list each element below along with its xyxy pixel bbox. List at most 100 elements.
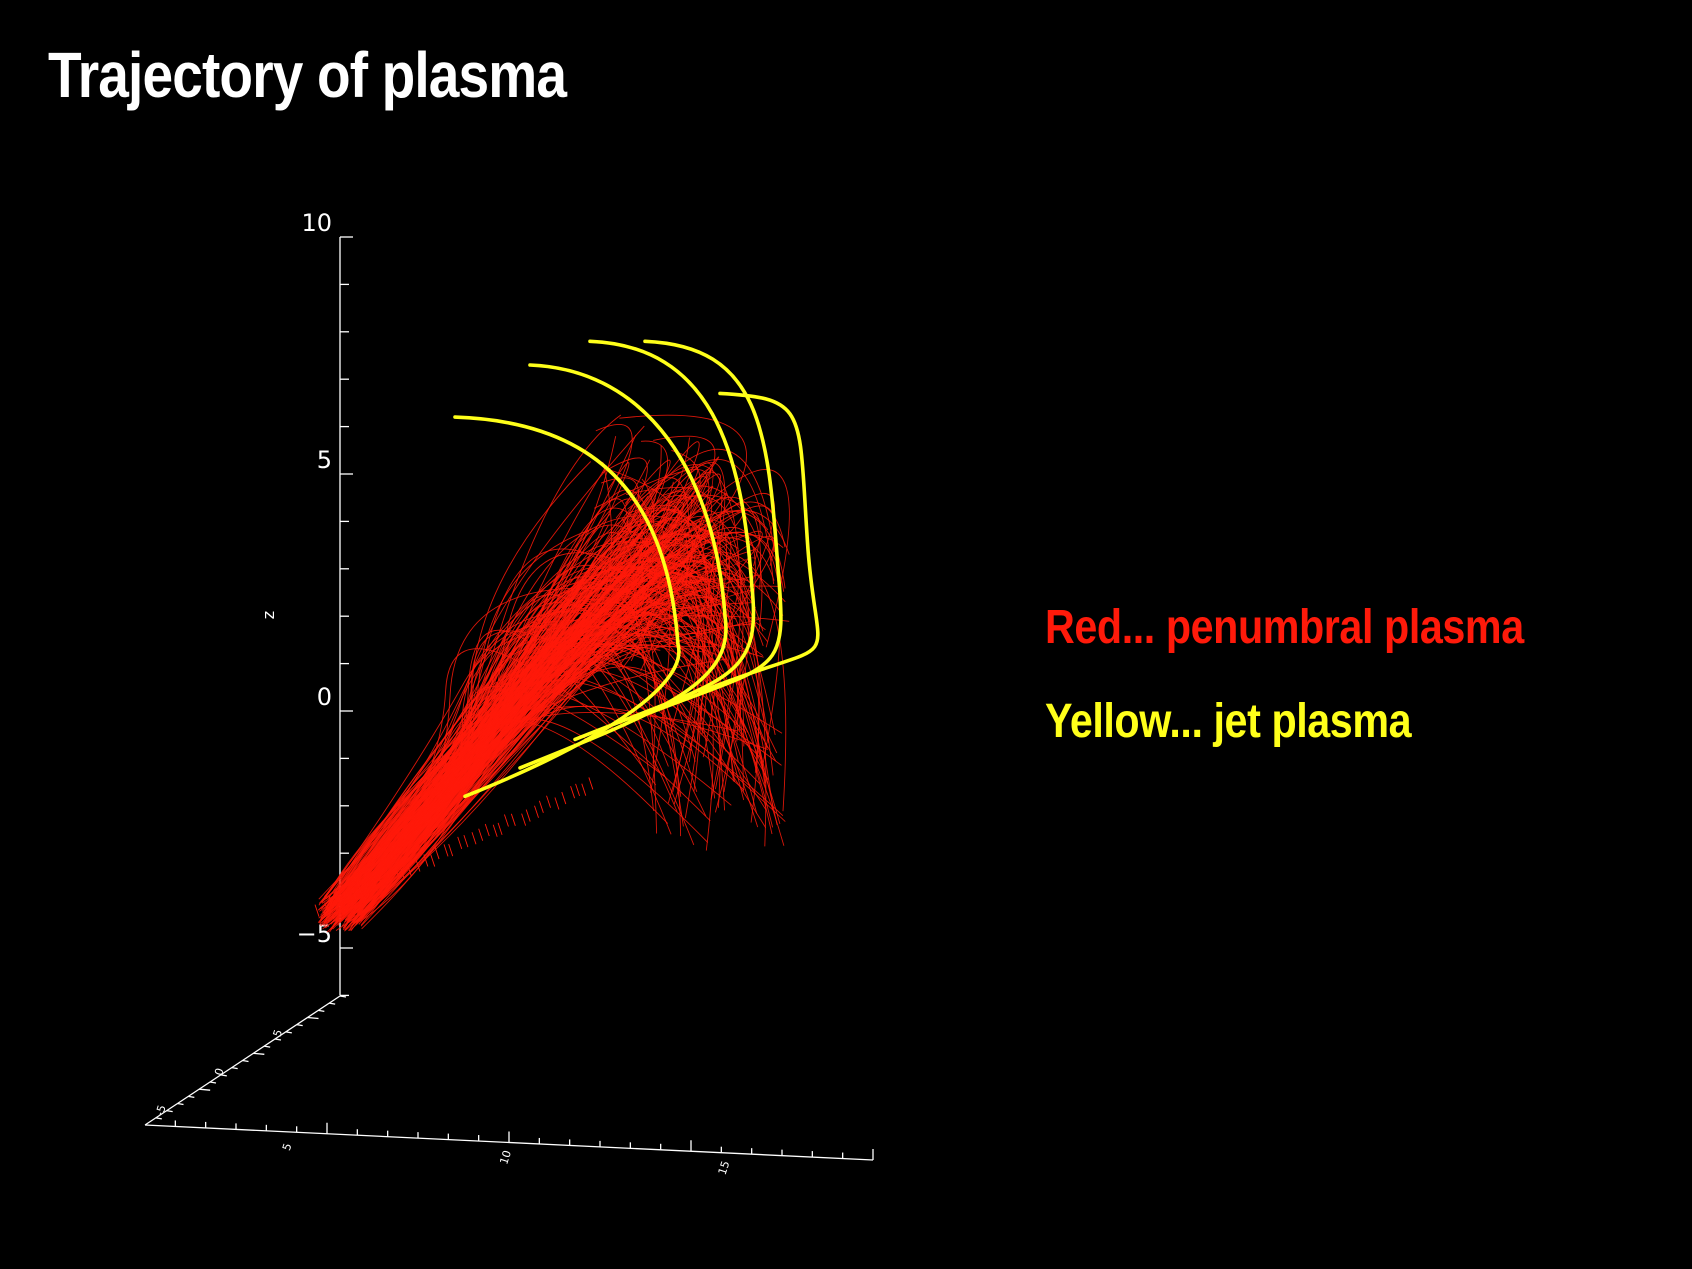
- floor-b-tick: [285, 1031, 292, 1034]
- penumbral-trajectory: [356, 461, 726, 924]
- z-tick-label: 10: [301, 209, 332, 237]
- penumbral-hatch: [575, 783, 581, 797]
- penumbral-hatch: [497, 822, 503, 836]
- floor-b-tick: [318, 1009, 325, 1012]
- penumbral-hatch: [430, 854, 436, 867]
- penumbral-trajectories: [314, 414, 790, 933]
- penumbral-trajectory: [326, 626, 742, 908]
- penumbral-hatch: [581, 783, 587, 796]
- penumbral-hatch: [423, 854, 429, 867]
- penumbral-hatch: [463, 834, 469, 848]
- penumbral-hatch: [345, 890, 351, 903]
- penumbral-hatch: [443, 844, 449, 857]
- penumbral-hatch: [357, 881, 363, 895]
- penumbral-hatch: [554, 797, 560, 810]
- penumbral-trajectory: [321, 565, 774, 912]
- penumbral-trajectory: [336, 520, 701, 902]
- z-axis-title: z: [259, 611, 278, 619]
- jet-trajectory: [573, 339, 756, 742]
- penumbral-hatch: [373, 878, 378, 892]
- floor-b-tick: [274, 1038, 282, 1041]
- penumbral-hatch: [525, 809, 531, 822]
- penumbral-hatch: [534, 805, 539, 818]
- jet-trajectory: [698, 391, 820, 694]
- floor-b-tick: [209, 1081, 217, 1084]
- penumbral-hatch: [570, 786, 576, 799]
- penumbral-hatch: [406, 864, 412, 877]
- penumbral-hatch: [364, 883, 370, 896]
- penumbral-hatch: [457, 836, 463, 850]
- penumbral-hatch: [324, 902, 330, 915]
- penumbral-hatch: [538, 800, 544, 813]
- penumbral-hatch: [434, 846, 440, 860]
- penumbral-hatch: [377, 874, 383, 888]
- penumbral-hatch: [546, 795, 551, 808]
- floor-b-tick: [264, 1045, 271, 1048]
- penumbral-hatch: [399, 867, 405, 880]
- slide-title: Trajectory of plasma: [48, 39, 567, 111]
- penumbral-trajectory: [340, 499, 670, 907]
- penumbral-trajectory: [322, 611, 673, 930]
- penumbral-hatch: [351, 887, 357, 901]
- z-tick-label: 0: [317, 683, 332, 711]
- penumbral-hatch: [448, 843, 454, 857]
- penumbral-trajectory: [347, 604, 774, 917]
- penumbral-hatch: [385, 868, 391, 882]
- floor-a-tick-label: 15: [716, 1159, 733, 1176]
- floor-b-tick: [155, 1117, 162, 1120]
- penumbral-hatch: [337, 894, 343, 908]
- penumbral-trajectory: [318, 536, 674, 923]
- penumbral-trajectory: [323, 424, 633, 907]
- penumbral-hatch: [478, 828, 484, 841]
- penumbral-trajectory: [330, 540, 651, 903]
- penumbral-trajectory: [339, 528, 648, 909]
- penumbral-trajectory: [349, 510, 761, 930]
- penumbral-trajectory: [331, 509, 679, 914]
- penumbral-hatch: [328, 896, 334, 909]
- penumbral-trajectory: [329, 576, 696, 910]
- penumbral-hatch: [314, 904, 320, 917]
- penumbral-hatch: [504, 814, 509, 827]
- floor-b-tick: [242, 1059, 249, 1063]
- floor-b-tick: [188, 1095, 195, 1098]
- penumbral-trajectory: [329, 449, 701, 913]
- floor-b-tick: [307, 1016, 319, 1020]
- penumbral-hatch: [510, 813, 516, 826]
- penumbral-trajectory: [356, 579, 734, 922]
- floor-a-tick-label: 10: [497, 1149, 514, 1166]
- floor-b-tick: [166, 1110, 173, 1113]
- floor-b-tick: [339, 995, 347, 998]
- floor-b-tick: [231, 1067, 238, 1070]
- penumbral-trajectory: [319, 541, 711, 924]
- penumbral-hatch: [415, 859, 421, 872]
- floor-b-tick-label: 0: [212, 1067, 227, 1078]
- penumbral-trajectory: [354, 579, 706, 924]
- floor-b-tick: [177, 1102, 184, 1106]
- penumbral-hatch: [588, 777, 594, 790]
- penumbral-trajectory: [360, 687, 732, 906]
- jet-trajectories: [453, 339, 820, 799]
- penumbral-trajectory: [325, 435, 716, 920]
- floor-b-tick: [199, 1088, 211, 1091]
- penumbral-hatch: [394, 867, 400, 880]
- penumbral-trajectory: [344, 534, 784, 931]
- penumbral-hatch: [484, 823, 490, 837]
- penumbral-trajectory: [347, 501, 786, 922]
- penumbral-trajectory: [335, 513, 669, 921]
- penumbral-hatch: [561, 791, 567, 805]
- legend-item-penumbral: Red... penumbral plasma: [1045, 601, 1524, 654]
- floor-b-tick: [220, 1074, 227, 1077]
- penumbral-trajectory: [353, 459, 671, 925]
- legend-item-jet: Yellow... jet plasma: [1045, 695, 1412, 748]
- penumbral-trajectory: [321, 535, 775, 903]
- penumbral-trajectory: [330, 434, 637, 922]
- floor-a-tick-label: 5: [280, 1142, 295, 1153]
- penumbral-hatch: [492, 824, 498, 837]
- floor-b-tick-label: -5: [153, 1103, 169, 1117]
- floor-b-tick: [296, 1024, 303, 1027]
- penumbral-trajectory: [326, 564, 623, 900]
- penumbral-hatch: [471, 832, 477, 845]
- penumbral-trajectory: [332, 547, 653, 905]
- floor-b-tick: [253, 1052, 265, 1055]
